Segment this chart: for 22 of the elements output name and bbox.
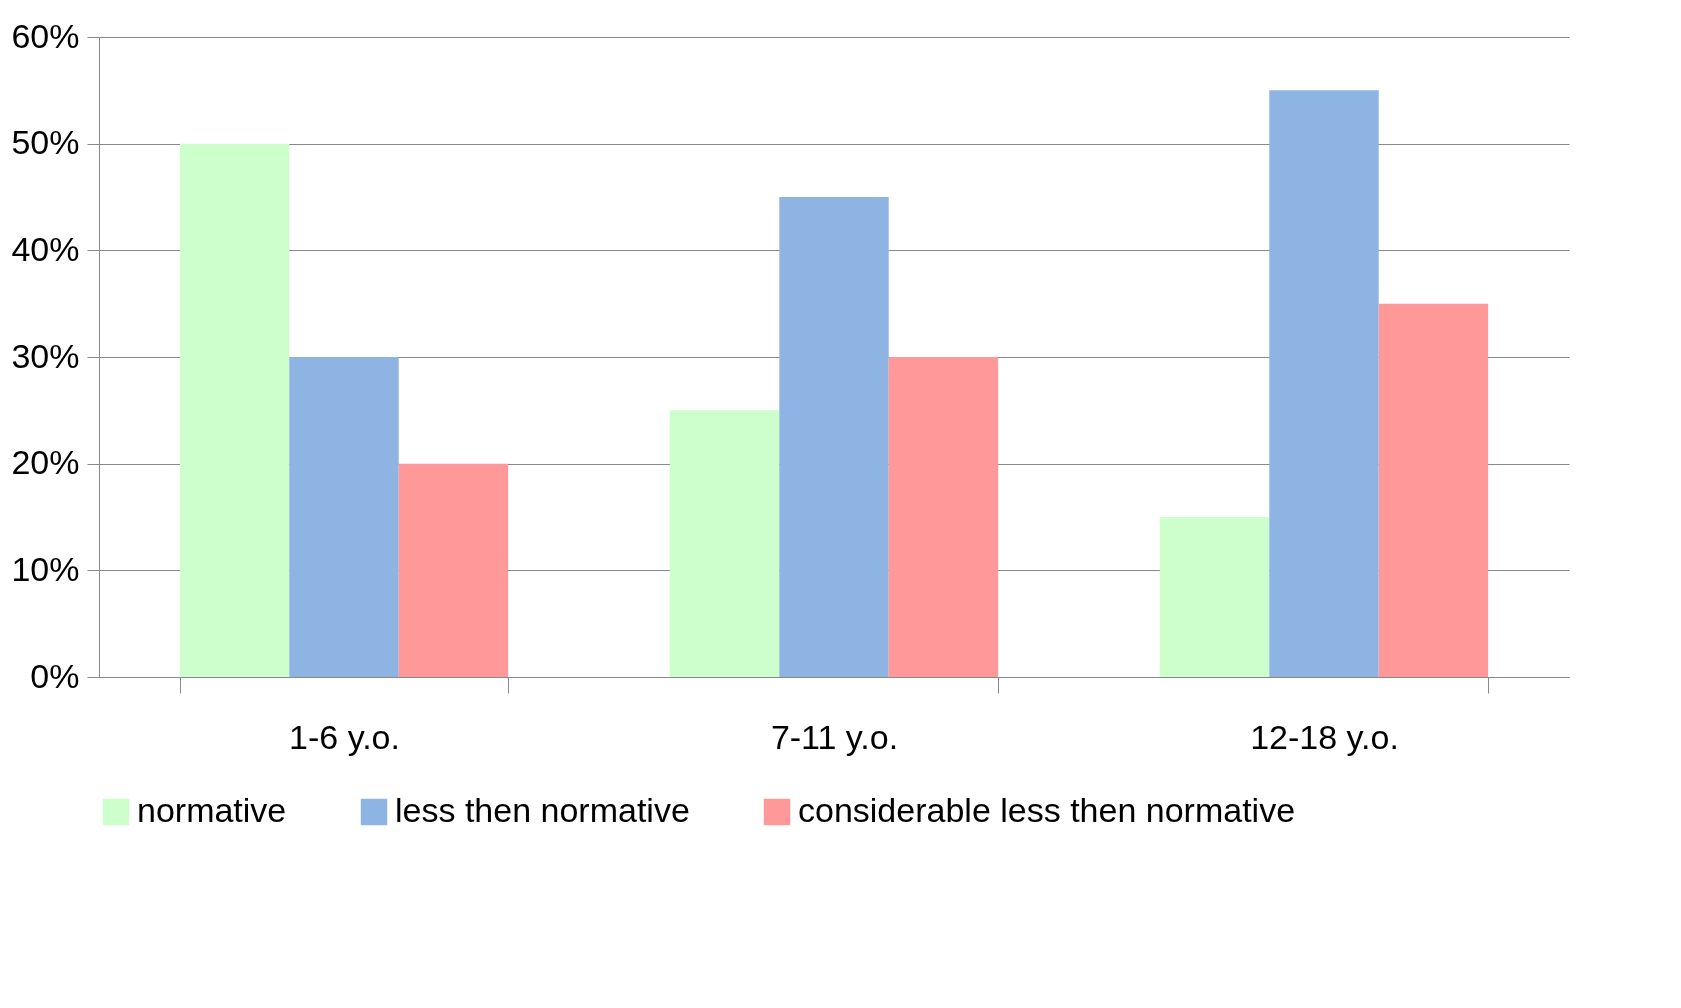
y-tick-label: 20% <box>11 443 80 482</box>
bar <box>1159 517 1270 677</box>
y-tick-label: 0% <box>30 656 80 695</box>
legend-label: less then normative <box>395 791 690 829</box>
y-tick-label: 10% <box>11 549 80 588</box>
bar <box>179 143 290 677</box>
legend-label: normative <box>137 791 287 829</box>
bar <box>289 357 399 677</box>
bar <box>779 197 889 677</box>
y-tick-label: 60% <box>11 16 80 55</box>
bar <box>398 463 509 677</box>
bar <box>1378 303 1489 677</box>
x-tick-label: 1-6 y.o. <box>289 717 400 756</box>
y-tick-label: 50% <box>11 123 80 162</box>
x-tick-label: 7-11 y.o. <box>770 717 899 756</box>
bar <box>1269 90 1379 677</box>
bar <box>888 357 999 677</box>
legend-label: considerable less then normative <box>798 791 1296 829</box>
y-tick-label: 40% <box>11 229 80 268</box>
x-tick-label: 12-18 y.o. <box>1250 717 1399 756</box>
y-tick-label: 30% <box>11 336 80 375</box>
bar <box>669 410 780 677</box>
